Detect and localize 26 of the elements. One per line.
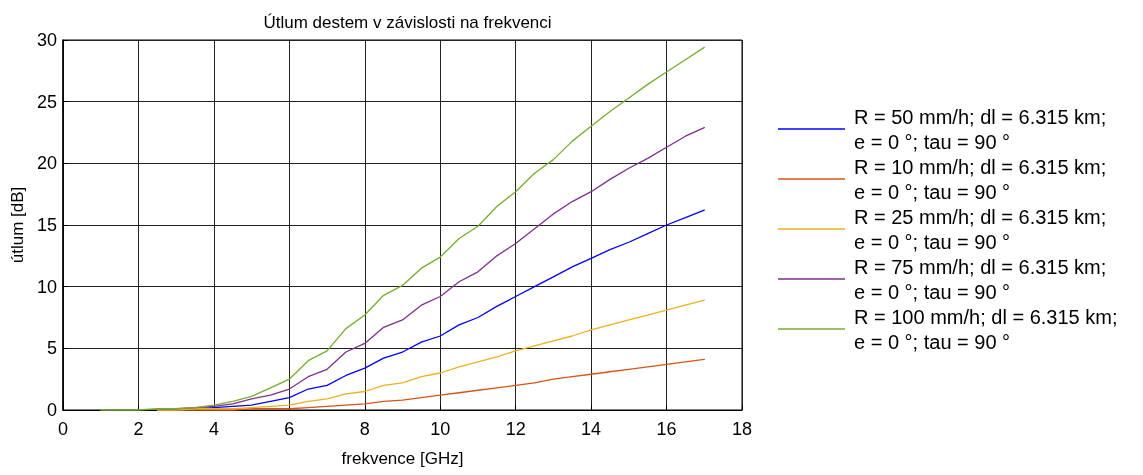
legend-label: R = 50 mm/h; dl = 6.315 km; e = 0 °; tau = 90 ° (854, 105, 1107, 153)
y-tick-label: 15 (36, 215, 57, 235)
legend-label: R = 25 mm/h; dl = 6.315 km; e = 0 °; tau = 90 ° (854, 205, 1107, 253)
line-series (156, 299, 705, 411)
y-axis-title: útlum [dB] (8, 186, 28, 264)
x-tick-label: 2 (133, 419, 144, 439)
y-tick-label: 25 (36, 91, 57, 112)
y-tick-label: 0 (46, 400, 57, 420)
chart-title: Útlum destem v závislosti na frekvenci (263, 13, 552, 32)
x-tick-label: 14 (581, 419, 602, 439)
x-tick-label: 18 (731, 419, 753, 439)
x-tick-label: 16 (656, 419, 677, 439)
legend-label: R = 100 mm/h; dl = 6.315 km; e = 0 °; tau = 90 ° (854, 305, 1118, 353)
legend-label: R = 75 mm/h; dl = 6.315 km; e = 0 °; tau = 90 ° (854, 255, 1107, 303)
y-tick-label: 20 (36, 153, 57, 174)
x-axis-title: frekvence [GHz] (341, 449, 464, 468)
x-tick-label: 6 (284, 419, 295, 439)
y-tick-label: 5 (46, 338, 57, 359)
x-tick-label: 12 (505, 419, 526, 439)
x-tick-label: 10 (430, 419, 451, 439)
x-tick-label: 4 (208, 419, 219, 439)
y-tick-label: 30 (36, 30, 57, 50)
x-tick-label: 8 (359, 419, 370, 439)
legend-label: R = 10 mm/h; dl = 6.315 km; e = 0 °; tau = 90 ° (854, 155, 1107, 203)
y-tick-label: 10 (36, 276, 57, 297)
line-series (100, 46, 705, 411)
